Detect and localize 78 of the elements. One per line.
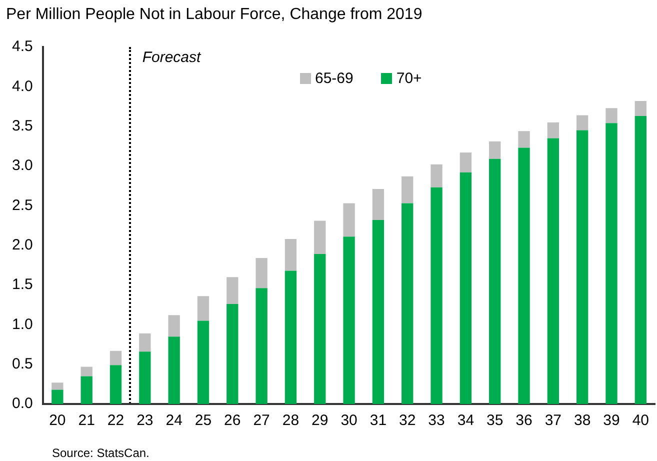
bar bbox=[197, 320, 210, 404]
bar bbox=[139, 333, 151, 352]
y-tick-label: 4.5 bbox=[12, 38, 33, 56]
x-tick-label: 39 bbox=[603, 412, 620, 430]
x-tick-label: 24 bbox=[166, 412, 182, 430]
bar bbox=[226, 277, 238, 304]
bar bbox=[634, 100, 646, 116]
bar bbox=[110, 350, 122, 366]
bar bbox=[197, 296, 210, 321]
x-tick-label: 33 bbox=[428, 412, 445, 430]
bar bbox=[606, 123, 618, 404]
bar bbox=[343, 203, 355, 237]
y-tick-label: 1.0 bbox=[12, 316, 33, 333]
y-tick-label: 2.0 bbox=[12, 236, 33, 254]
x-tick-label: 30 bbox=[340, 412, 358, 430]
legend-label: 65-69 bbox=[315, 70, 354, 87]
source-note: Source: StatsCan. bbox=[52, 446, 150, 460]
bar bbox=[634, 116, 646, 404]
x-tick-label: 31 bbox=[370, 412, 387, 430]
bar bbox=[284, 238, 297, 271]
bar bbox=[576, 130, 588, 404]
x-tick-label: 36 bbox=[516, 412, 532, 430]
y-tick-label: 3.5 bbox=[12, 117, 33, 134]
bar bbox=[460, 172, 472, 404]
x-tick-label: 34 bbox=[457, 412, 474, 430]
bar bbox=[226, 304, 238, 404]
bar bbox=[80, 376, 92, 404]
bar bbox=[489, 141, 501, 159]
y-tick-label: 0.0 bbox=[12, 395, 33, 412]
bar bbox=[80, 366, 92, 376]
x-tick-label: 25 bbox=[194, 412, 212, 430]
bar bbox=[284, 270, 297, 404]
bar bbox=[402, 203, 414, 404]
x-tick-label: 22 bbox=[107, 412, 124, 430]
bar bbox=[372, 220, 384, 404]
x-tick-label: 27 bbox=[253, 412, 270, 430]
x-tick-label: 26 bbox=[224, 412, 241, 430]
bar bbox=[139, 352, 151, 404]
legend-label: 70+ bbox=[396, 70, 422, 87]
y-tick-label: 0.5 bbox=[12, 355, 33, 372]
x-tick-label: 40 bbox=[632, 412, 649, 430]
bar bbox=[518, 131, 530, 148]
bar bbox=[372, 189, 384, 220]
bar bbox=[256, 258, 268, 288]
y-tick-label: 3.0 bbox=[12, 157, 33, 174]
bar bbox=[606, 108, 618, 124]
bar bbox=[52, 382, 64, 390]
bar bbox=[343, 236, 355, 404]
x-tick-label: 21 bbox=[78, 412, 95, 430]
x-tick-label: 35 bbox=[486, 412, 504, 430]
bar bbox=[314, 220, 326, 254]
x-tick-label: 38 bbox=[574, 412, 591, 430]
annotation: Forecast bbox=[142, 49, 201, 66]
x-tick-label: 37 bbox=[544, 412, 562, 430]
bar bbox=[430, 187, 442, 404]
bar bbox=[402, 176, 414, 204]
bar bbox=[168, 315, 180, 337]
x-tick-label: 20 bbox=[49, 412, 66, 430]
x-tick-label: 32 bbox=[399, 412, 416, 430]
bar bbox=[547, 138, 560, 404]
x-tick-label: 29 bbox=[312, 412, 328, 430]
bar bbox=[576, 115, 588, 130]
bar bbox=[256, 288, 268, 404]
bar bbox=[460, 152, 472, 172]
bar bbox=[314, 254, 326, 404]
x-tick-label: 28 bbox=[282, 412, 300, 430]
bar bbox=[430, 164, 442, 188]
y-tick-label: 2.5 bbox=[12, 196, 33, 214]
bar bbox=[547, 122, 560, 138]
y-tick-label: 4.0 bbox=[12, 78, 33, 95]
x-tick-label: 23 bbox=[136, 412, 154, 430]
bar bbox=[168, 336, 180, 404]
bar bbox=[110, 365, 122, 404]
bar bbox=[52, 390, 64, 404]
y-tick-label: 1.5 bbox=[12, 276, 33, 294]
bar bbox=[518, 148, 530, 404]
chart-title: Per Million People Not in Labour Force, Change from 2019 bbox=[6, 6, 422, 24]
bar bbox=[489, 158, 501, 404]
